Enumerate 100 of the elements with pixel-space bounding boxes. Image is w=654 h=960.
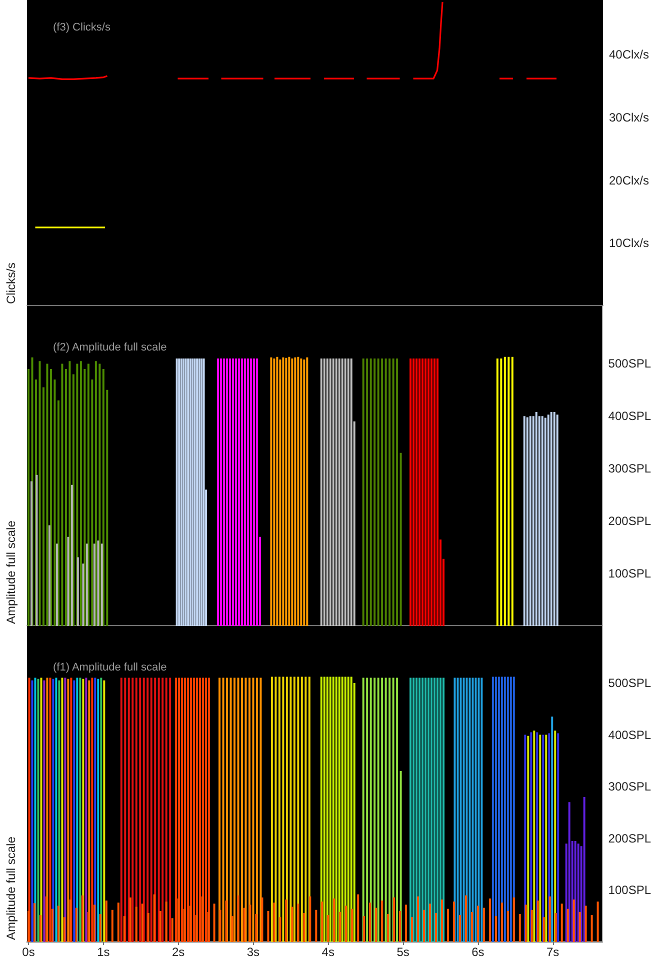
bar — [196, 678, 198, 942]
bar — [417, 896, 420, 942]
bar — [184, 358, 187, 626]
bar — [56, 544, 58, 626]
bar — [504, 676, 506, 942]
bar — [405, 904, 408, 942]
bar — [36, 474, 38, 626]
bar — [554, 912, 557, 942]
bar — [572, 900, 575, 942]
bar — [362, 358, 364, 626]
bar — [201, 896, 204, 942]
bar — [279, 917, 282, 942]
bar — [416, 678, 418, 942]
bar — [545, 734, 548, 942]
bar — [279, 360, 282, 626]
bar — [147, 912, 150, 942]
bar — [387, 914, 390, 942]
bar — [439, 678, 442, 942]
bar — [180, 358, 182, 626]
bar — [341, 676, 344, 942]
bar — [67, 536, 70, 626]
bar — [63, 917, 66, 942]
text: (f3) Clicks/s — [53, 22, 111, 34]
bar — [464, 895, 467, 942]
bar — [73, 680, 76, 942]
bar — [282, 676, 284, 942]
x-tick-label: 6s — [472, 945, 484, 959]
bar — [39, 915, 42, 942]
bar — [159, 910, 162, 942]
bar — [28, 678, 30, 942]
bar — [61, 678, 64, 942]
y-tick-label: 300SPL — [608, 462, 652, 476]
bar — [76, 557, 79, 626]
bar — [97, 540, 100, 626]
bar — [256, 358, 258, 626]
bar — [105, 900, 108, 942]
bar — [512, 897, 515, 942]
bar — [232, 358, 234, 626]
y-tick-label: 200SPL — [608, 514, 652, 528]
bar — [169, 678, 172, 942]
bar — [288, 356, 290, 626]
bar — [198, 358, 200, 626]
bar — [533, 730, 536, 942]
bar — [246, 358, 249, 626]
bar — [69, 900, 72, 942]
bar — [193, 678, 196, 942]
bar — [250, 358, 252, 626]
bar — [536, 732, 538, 942]
bar — [335, 676, 338, 942]
x-tick-label: 0s — [22, 945, 35, 959]
bar — [460, 678, 462, 942]
bar — [293, 676, 296, 942]
bar — [274, 676, 277, 942]
bar — [192, 358, 194, 626]
bar — [446, 908, 449, 942]
bar — [488, 898, 491, 942]
bar — [85, 678, 88, 942]
bar — [335, 358, 338, 626]
bar — [542, 917, 545, 942]
bar — [538, 416, 540, 626]
y-tick-label: 40Clx/s — [609, 48, 650, 62]
bar — [195, 915, 198, 942]
bar — [189, 906, 192, 942]
bar — [500, 902, 503, 942]
bar — [205, 678, 208, 942]
bar — [100, 678, 102, 942]
bar — [252, 358, 255, 626]
bar — [320, 358, 322, 626]
bar — [187, 678, 190, 942]
bar — [436, 678, 438, 942]
bar — [103, 680, 106, 942]
bar — [323, 358, 326, 626]
bar — [412, 678, 415, 942]
bar — [410, 678, 412, 942]
bar — [392, 358, 394, 626]
bar — [366, 678, 368, 942]
bar — [45, 896, 48, 942]
bar — [338, 676, 340, 942]
bar — [370, 678, 372, 942]
bar — [217, 358, 220, 626]
bar — [596, 902, 599, 942]
bar — [523, 416, 526, 626]
bar — [218, 678, 221, 942]
bar — [375, 908, 378, 942]
bar — [46, 364, 48, 626]
bar — [532, 416, 534, 626]
bar — [472, 678, 474, 942]
bar — [482, 908, 485, 942]
bar — [329, 358, 332, 626]
bar — [510, 676, 512, 942]
bar — [91, 678, 94, 942]
bar — [240, 358, 243, 626]
bar — [100, 544, 103, 626]
bar — [68, 361, 71, 626]
bar — [332, 358, 334, 626]
bar — [240, 678, 243, 942]
bar — [43, 680, 46, 942]
y-tick-label: 500SPL — [608, 676, 652, 690]
bar — [285, 358, 288, 626]
bar — [339, 912, 342, 942]
